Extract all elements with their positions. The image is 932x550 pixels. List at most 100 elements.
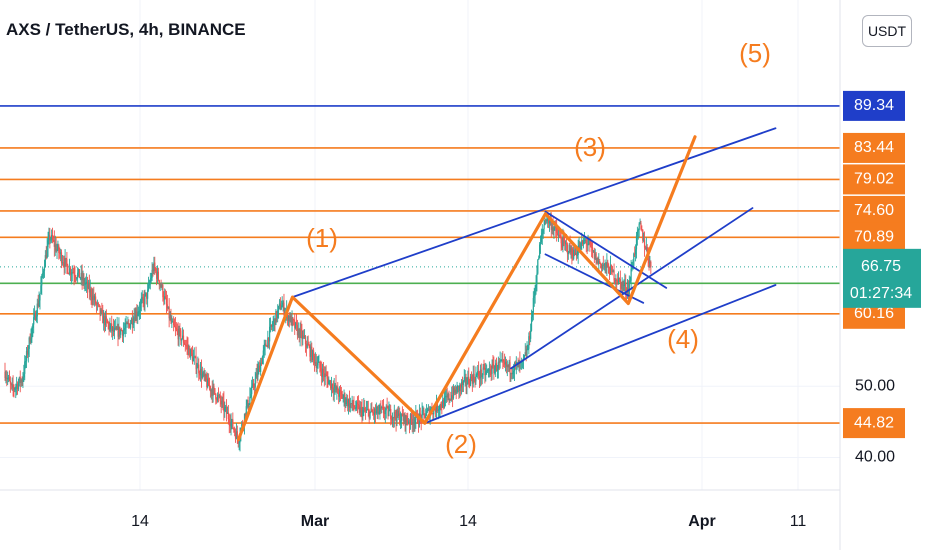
candle-body [259,365,261,372]
candle-body [423,410,425,414]
candle-body [146,292,148,299]
candle-body [596,258,598,264]
candle-body [311,346,313,360]
candle-body [539,244,541,259]
candle-body [567,253,569,255]
candle-body [407,420,409,423]
candle-body [405,415,407,426]
candle-body [70,273,72,275]
candle-body [93,295,95,300]
candle-body [582,240,585,245]
candle-body [23,373,25,378]
candle-body [425,415,427,419]
candle-body [462,380,464,386]
candle-body [29,337,31,343]
candle-body [455,389,457,394]
candle-body [560,238,562,244]
candle-body [469,376,472,386]
candle-body [244,413,246,417]
candle-body [542,229,544,233]
candle-body [268,337,270,342]
candle-body [411,418,413,425]
candle-body [77,269,80,273]
candle-body [6,377,8,379]
last-price-tag: 66.75 [861,258,901,275]
candle-body [304,336,307,345]
candle-body [639,223,641,225]
price-level-tag: 74.60 [854,202,894,219]
candle-body [442,399,444,408]
candle-body [563,237,565,241]
candle-body [624,282,626,286]
candle-body [330,383,333,389]
candle-body [115,327,117,330]
candle-body [613,270,615,281]
candle-body [32,324,34,328]
candle-body [336,387,338,391]
currency-button[interactable]: USDT [862,15,912,47]
candle-body [137,313,139,316]
candle-body [580,242,582,249]
candle-body [293,320,295,322]
candle-body [396,410,398,422]
candle-body [608,266,610,274]
candle-body [642,229,644,241]
candle-body [188,348,190,350]
candle-body [302,335,304,339]
candle-body [301,330,303,339]
candle-body [527,348,529,350]
candle-body [347,399,350,407]
candle-body [110,323,112,326]
candle-body [591,246,593,248]
candle-body [212,386,214,396]
candle-body [162,285,164,298]
candle-body [77,272,79,278]
candle-body [425,411,428,416]
y-tick-label: 40.00 [855,449,895,466]
candle-body [452,395,454,399]
candle-body [379,407,381,412]
candle-body [151,269,153,278]
wave-label-1: (1) [306,223,338,253]
candle-body [98,304,100,306]
candle-body [271,326,273,328]
price-level-tag: 89.34 [854,97,894,114]
candle-body [52,239,55,241]
candle-body [568,244,570,254]
candle-body [21,380,23,382]
candle-body [414,419,416,424]
candle-body [130,318,133,324]
candle-body [62,262,64,264]
candle-body [323,373,325,378]
candle-body [443,399,445,408]
price-level-tag: 60.16 [854,305,894,322]
candle-body [315,362,317,368]
candle-body [51,235,54,240]
candle-body [564,240,566,244]
candle-body [334,384,336,388]
candle-body [598,261,600,264]
candle-body [312,350,315,356]
candle-body [16,384,19,390]
candle-body [28,337,30,349]
candle-body [157,271,159,281]
candle-body [616,279,618,282]
candle-body [147,289,149,299]
candle-body [432,413,434,415]
candle-body [73,272,75,276]
candle-body [312,350,314,360]
candle-body [198,364,200,374]
price-level-tag-bg [843,195,905,226]
candle-body [199,368,202,376]
candle-body [629,280,631,283]
candle-body [107,322,109,324]
candle-body [456,386,458,394]
candle-body [333,387,335,393]
candle-body [313,355,316,364]
candle-body [367,409,369,411]
candle-body [445,395,447,397]
candle-body [602,265,604,267]
candle-body [376,406,378,411]
candle-body [42,273,44,276]
